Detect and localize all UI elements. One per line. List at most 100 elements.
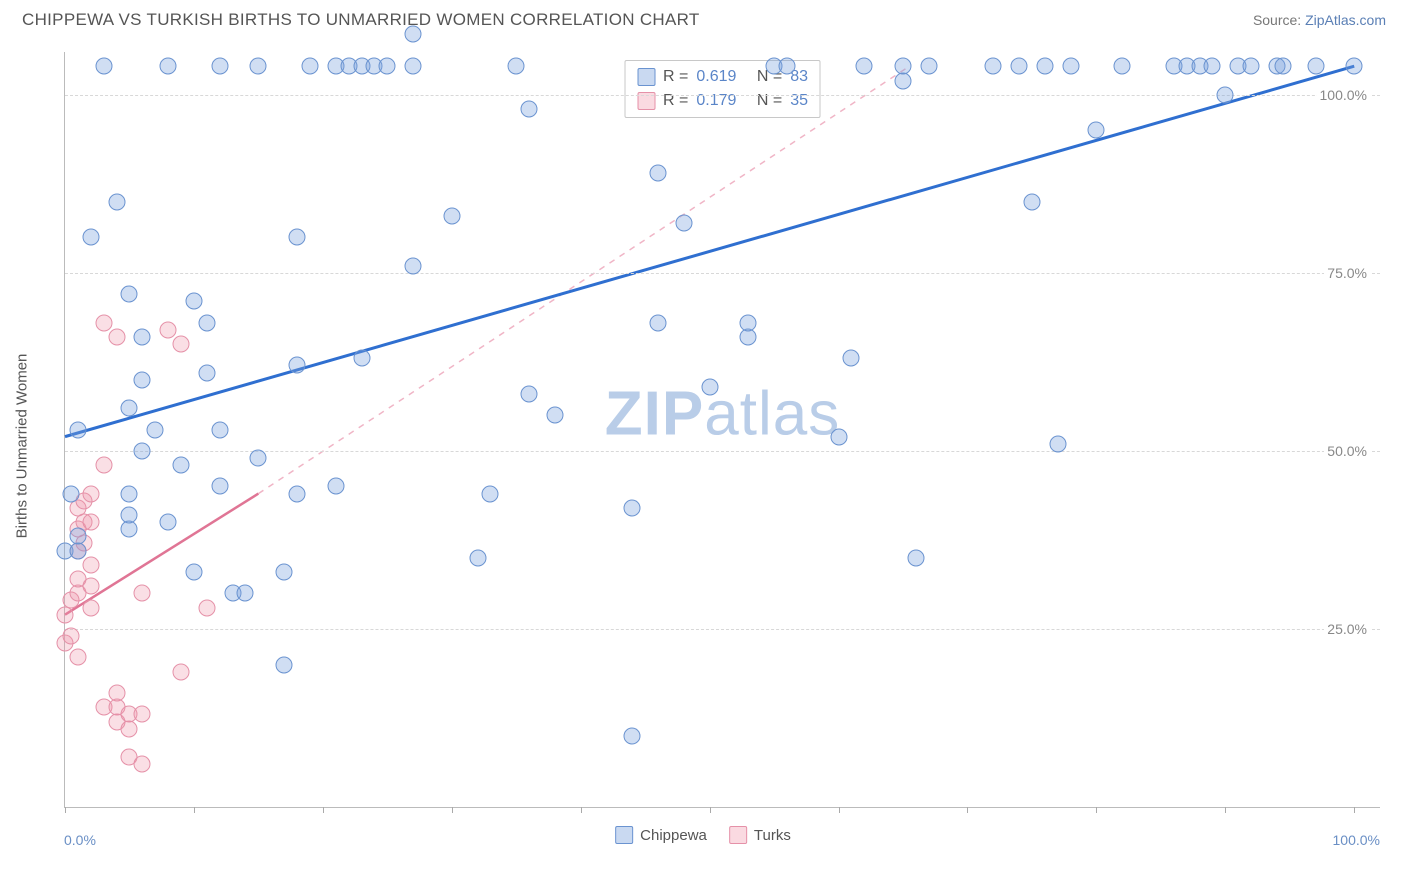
regression-line bbox=[258, 66, 909, 493]
data-point-chippewa bbox=[1217, 86, 1234, 103]
data-point-chippewa bbox=[546, 407, 563, 424]
data-point-chippewa bbox=[211, 421, 228, 438]
y-tick-label: 50.0% bbox=[1324, 443, 1370, 459]
x-tick bbox=[1096, 807, 1097, 813]
data-point-chippewa bbox=[237, 585, 254, 602]
data-point-chippewa bbox=[701, 378, 718, 395]
data-point-chippewa bbox=[985, 58, 1002, 75]
data-point-chippewa bbox=[508, 58, 525, 75]
data-point-chippewa bbox=[63, 485, 80, 502]
x-tick bbox=[710, 807, 711, 813]
x-tick bbox=[967, 807, 968, 813]
data-point-turks bbox=[69, 649, 86, 666]
data-point-chippewa bbox=[1307, 58, 1324, 75]
gridline bbox=[65, 629, 1380, 630]
x-axis-min-label: 0.0% bbox=[64, 832, 96, 848]
data-point-turks bbox=[134, 706, 151, 723]
data-point-chippewa bbox=[1114, 58, 1131, 75]
data-point-chippewa bbox=[405, 26, 422, 43]
data-point-turks bbox=[134, 585, 151, 602]
n-value: 35 bbox=[790, 89, 808, 113]
data-point-chippewa bbox=[1275, 58, 1292, 75]
data-point-chippewa bbox=[211, 478, 228, 495]
data-point-chippewa bbox=[1243, 58, 1260, 75]
data-point-chippewa bbox=[198, 314, 215, 331]
n-label: N = bbox=[757, 89, 782, 113]
data-point-chippewa bbox=[521, 385, 538, 402]
data-point-chippewa bbox=[327, 478, 344, 495]
data-point-chippewa bbox=[250, 450, 267, 467]
data-point-chippewa bbox=[521, 100, 538, 117]
legend-label: Chippewa bbox=[640, 827, 707, 844]
data-point-turks bbox=[173, 336, 190, 353]
data-point-chippewa bbox=[121, 485, 138, 502]
data-point-chippewa bbox=[121, 506, 138, 523]
data-point-chippewa bbox=[289, 485, 306, 502]
data-point-chippewa bbox=[276, 563, 293, 580]
data-point-chippewa bbox=[173, 457, 190, 474]
data-point-chippewa bbox=[95, 58, 112, 75]
x-tick bbox=[65, 807, 66, 813]
data-point-turks bbox=[82, 578, 99, 595]
chart-title: CHIPPEWA VS TURKISH BIRTHS TO UNMARRIED … bbox=[22, 10, 700, 30]
chart-header: CHIPPEWA VS TURKISH BIRTHS TO UNMARRIED … bbox=[0, 0, 1406, 38]
series-legend: Chippewa Turks bbox=[615, 826, 791, 844]
data-point-turks bbox=[134, 756, 151, 773]
data-point-chippewa bbox=[650, 165, 667, 182]
watermark: ZIPatlas bbox=[605, 379, 840, 450]
x-tick bbox=[194, 807, 195, 813]
y-axis-label: Births to Unmarried Women bbox=[14, 354, 31, 539]
data-point-chippewa bbox=[405, 58, 422, 75]
data-point-chippewa bbox=[1204, 58, 1221, 75]
swatch-pink-icon bbox=[729, 826, 747, 844]
chart-source: Source: ZipAtlas.com bbox=[1253, 12, 1386, 28]
data-point-turks bbox=[82, 485, 99, 502]
chart-container: Births to Unmarried Women ZIPatlas R = 0… bbox=[22, 46, 1384, 846]
source-prefix: Source: bbox=[1253, 12, 1305, 28]
x-tick bbox=[839, 807, 840, 813]
data-point-chippewa bbox=[160, 58, 177, 75]
data-point-chippewa bbox=[134, 371, 151, 388]
data-point-turks bbox=[160, 321, 177, 338]
r-value: 0.179 bbox=[696, 89, 736, 113]
watermark-bold: ZIP bbox=[605, 380, 704, 449]
data-point-chippewa bbox=[301, 58, 318, 75]
data-point-turks bbox=[173, 663, 190, 680]
data-point-chippewa bbox=[121, 286, 138, 303]
data-point-chippewa bbox=[1088, 122, 1105, 139]
data-point-chippewa bbox=[353, 350, 370, 367]
data-point-chippewa bbox=[843, 350, 860, 367]
source-link[interactable]: ZipAtlas.com bbox=[1305, 12, 1386, 28]
data-point-chippewa bbox=[108, 193, 125, 210]
data-point-chippewa bbox=[405, 257, 422, 274]
x-tick bbox=[1225, 807, 1226, 813]
gridline bbox=[65, 95, 1380, 96]
legend-item-chippewa: Chippewa bbox=[615, 826, 707, 844]
data-point-turks bbox=[95, 457, 112, 474]
data-point-chippewa bbox=[289, 357, 306, 374]
data-point-chippewa bbox=[624, 499, 641, 516]
data-point-chippewa bbox=[1346, 58, 1363, 75]
watermark-rest: atlas bbox=[704, 380, 840, 449]
data-point-chippewa bbox=[1049, 435, 1066, 452]
x-tick bbox=[581, 807, 582, 813]
data-point-turks bbox=[108, 328, 125, 345]
r-label: R = bbox=[663, 89, 688, 113]
data-point-chippewa bbox=[69, 421, 86, 438]
data-point-chippewa bbox=[740, 314, 757, 331]
data-point-chippewa bbox=[469, 549, 486, 566]
swatch-blue-icon bbox=[615, 826, 633, 844]
x-tick bbox=[452, 807, 453, 813]
data-point-chippewa bbox=[624, 727, 641, 744]
data-point-chippewa bbox=[134, 442, 151, 459]
r-label: R = bbox=[663, 65, 688, 89]
x-axis-max-label: 100.0% bbox=[1333, 832, 1380, 848]
data-point-chippewa bbox=[134, 328, 151, 345]
data-point-turks bbox=[82, 556, 99, 573]
data-point-chippewa bbox=[82, 229, 99, 246]
data-point-chippewa bbox=[443, 207, 460, 224]
gridline bbox=[65, 273, 1380, 274]
data-point-chippewa bbox=[1062, 58, 1079, 75]
data-point-chippewa bbox=[379, 58, 396, 75]
data-point-turks bbox=[95, 314, 112, 331]
